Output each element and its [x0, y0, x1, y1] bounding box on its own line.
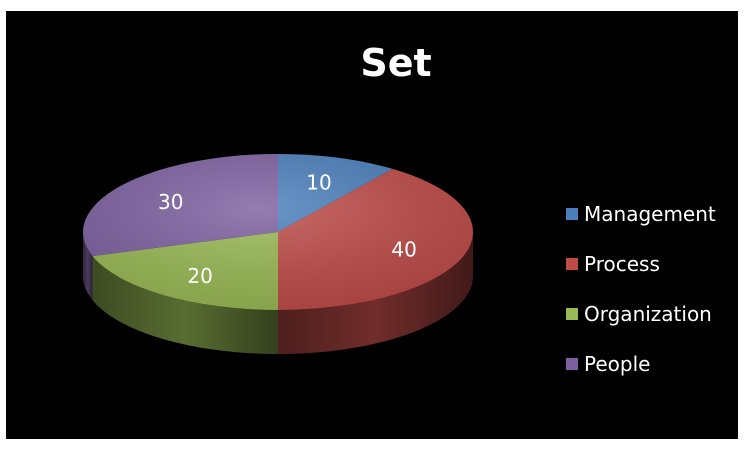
legend-item-organization: Organization [566, 289, 716, 339]
legend-item-process: Process [566, 239, 716, 289]
pie-side-shading [92, 256, 278, 354]
data-label-people: 30 [158, 190, 183, 214]
data-label-management: 10 [306, 171, 331, 195]
legend-label: People [584, 352, 651, 376]
data-label-organization: 20 [187, 264, 212, 288]
legend-item-management: Management [566, 189, 716, 239]
pie-side-shading [278, 232, 473, 354]
chart-title: Set [360, 41, 432, 85]
pie-top-highlight [83, 154, 473, 310]
pie-side-shading [83, 232, 93, 301]
legend-label: Management [584, 202, 716, 226]
legend-swatch [566, 308, 578, 320]
legend: Management Process Organization People [566, 189, 716, 389]
legend-label: Organization [584, 302, 712, 326]
pie-chart: 10 40 20 30 [82, 154, 473, 354]
data-label-process: 40 [391, 237, 416, 261]
legend-label: Process [584, 252, 660, 276]
legend-swatch [566, 358, 578, 370]
chart-area: 10 40 20 30 Set Management Process Organiza… [6, 11, 738, 439]
legend-swatch [566, 258, 578, 270]
legend-swatch [566, 208, 578, 220]
legend-item-people: People [566, 339, 716, 389]
